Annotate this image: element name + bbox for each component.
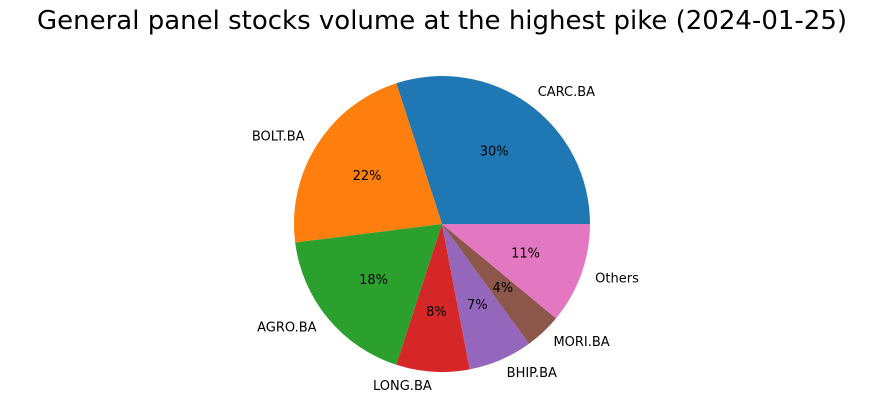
slice-label: Others xyxy=(595,272,639,287)
pie-slice-mori-ba xyxy=(442,224,557,344)
pct-label: 18% xyxy=(359,273,388,288)
slice-label: BHIP.BA xyxy=(507,366,557,381)
pie-slice-bhip-ba xyxy=(442,224,529,370)
pie-slice-agro-ba xyxy=(295,224,442,365)
pie-slices xyxy=(294,75,590,373)
chart-title: General panel stocks volume at the highe… xyxy=(36,6,848,36)
pct-label: 8% xyxy=(426,305,447,320)
percentage-labels: 30% 22% 18% 8% 7% 4% 11% xyxy=(353,145,540,320)
pie-slice-bolt-ba xyxy=(294,83,442,243)
pct-label: 30% xyxy=(480,145,509,160)
slice-labels: CARC.BA BOLT.BA AGRO.BA LONG.BA BHIP.BA MORI.… xyxy=(252,85,639,394)
slice-label: BOLT.BA xyxy=(252,129,305,144)
pct-label: 22% xyxy=(353,169,382,184)
slice-label: MORI.BA xyxy=(553,335,609,350)
pct-label: 7% xyxy=(467,298,488,313)
pct-label: 11% xyxy=(511,247,540,262)
pct-label: 4% xyxy=(492,281,513,296)
slice-label: CARC.BA xyxy=(538,85,595,100)
pie-slice-carc-ba xyxy=(396,75,590,224)
pie-slice-others xyxy=(442,224,590,319)
pie-slice-long-ba xyxy=(396,224,470,373)
slice-label: LONG.BA xyxy=(373,379,432,394)
slice-label: AGRO.BA xyxy=(257,320,317,335)
